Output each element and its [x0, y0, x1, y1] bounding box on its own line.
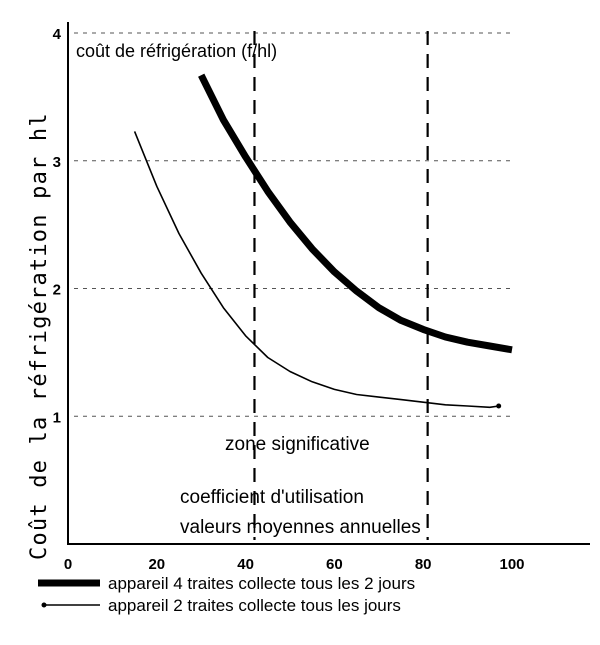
- series-line-thin: [133, 131, 499, 409]
- x-tick-label-0: 0: [64, 556, 72, 573]
- zone-annotation: zone significative: [225, 434, 370, 455]
- x-tick-label-100: 100: [499, 556, 524, 573]
- y-tick-label-2: 2: [53, 282, 61, 299]
- y-tick-label-4: 4: [53, 26, 62, 43]
- inner-axis-label: coût de réfrigération (f/hl): [76, 41, 277, 61]
- x-tick-label-20: 20: [148, 556, 165, 573]
- zone-lines: [253, 31, 429, 540]
- x-tick-label-80: 80: [415, 556, 432, 573]
- tick-labels: 0 20 40 60 80 100 1 2 3 4: [53, 26, 525, 573]
- axes: [67, 22, 590, 545]
- x-tick-label-60: 60: [326, 556, 343, 573]
- legend: appareil 4 traites collecte tous les 2 j…: [38, 574, 415, 615]
- x-tick-label-40: 40: [237, 556, 254, 573]
- y-axis-label: Coût de la réfrigération par hl: [27, 112, 52, 560]
- y-tick-label-1: 1: [53, 409, 61, 426]
- legend-label-thin: appareil 2 traites collecte tous les jou…: [108, 596, 401, 615]
- y-tick-label-3: 3: [53, 154, 61, 171]
- x-axis-label-line1: coefficient d'utilisation: [180, 487, 364, 508]
- series-end-marker: [496, 403, 502, 409]
- series: [133, 73, 513, 409]
- legend-label-thick: appareil 4 traites collecte tous les 2 j…: [108, 574, 415, 593]
- x-axis-label-line2: valeurs moyennes annuelles: [180, 517, 421, 538]
- series-line-thick: [198, 73, 513, 354]
